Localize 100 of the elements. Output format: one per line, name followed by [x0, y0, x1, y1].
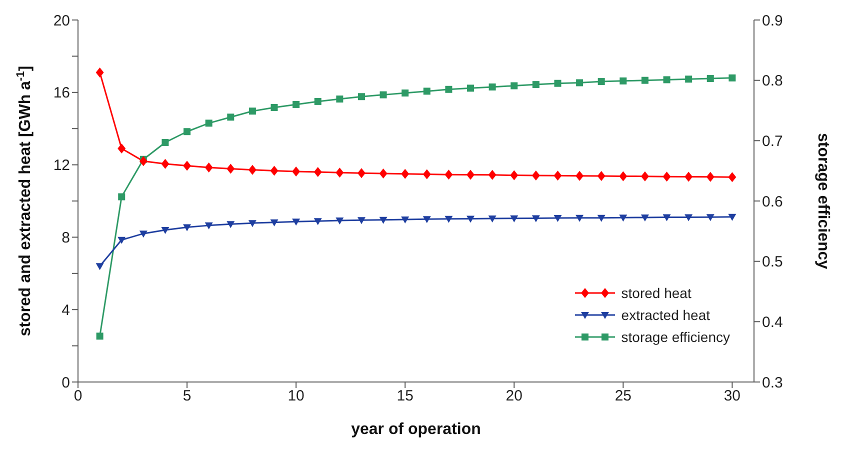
point — [706, 172, 714, 182]
point — [532, 215, 540, 222]
point — [510, 170, 518, 180]
point — [554, 170, 562, 181]
point — [728, 74, 736, 82]
x-axis-title: year of operation — [351, 421, 481, 438]
point — [488, 83, 496, 90]
point — [292, 100, 300, 108]
y2-tick-label: 0.6 — [762, 193, 783, 210]
point — [598, 78, 605, 86]
legend-label: storage efficiency — [621, 329, 730, 345]
point — [488, 170, 496, 180]
point — [641, 76, 648, 84]
point — [118, 193, 126, 200]
point — [161, 226, 170, 234]
point — [554, 80, 562, 87]
point — [663, 76, 670, 84]
point — [226, 164, 235, 174]
point — [445, 86, 452, 93]
point — [510, 82, 518, 90]
point — [597, 171, 606, 182]
point — [423, 88, 430, 95]
point — [467, 84, 474, 92]
point — [248, 164, 256, 175]
point — [358, 93, 365, 100]
point — [401, 216, 410, 224]
point — [162, 138, 169, 146]
point — [204, 162, 213, 173]
x-tick-label: 15 — [396, 388, 414, 405]
point — [706, 214, 714, 222]
point — [466, 216, 475, 223]
point — [422, 216, 431, 224]
x-tick-label: 30 — [724, 388, 741, 405]
point — [466, 170, 475, 180]
point — [139, 156, 148, 166]
point — [205, 120, 212, 127]
y2-tick-label: 0.4 — [762, 314, 783, 331]
x-tick-label: 5 — [182, 388, 192, 405]
y-tick-label: 0 — [62, 374, 70, 392]
point — [204, 222, 213, 230]
point — [402, 90, 409, 97]
point — [684, 172, 693, 182]
x-tick-label: 25 — [614, 388, 632, 405]
x-tick-label: 20 — [506, 388, 522, 405]
point — [96, 67, 104, 78]
point — [576, 170, 584, 181]
point — [270, 219, 278, 226]
point — [226, 221, 235, 228]
point — [640, 171, 649, 182]
y2-tick-label: 0.8 — [762, 72, 783, 90]
y2-axis-title: storage efficiency — [814, 132, 832, 270]
point — [336, 96, 344, 103]
point — [728, 214, 736, 221]
y2-tick-label: 0.5 — [762, 254, 783, 271]
point — [227, 114, 234, 121]
point — [139, 230, 148, 238]
point — [183, 224, 192, 232]
point — [118, 236, 126, 244]
point — [183, 160, 192, 171]
point — [684, 214, 693, 222]
y-tick-label: 4 — [62, 302, 70, 319]
point — [554, 215, 562, 222]
y-tick-label: 8 — [62, 230, 70, 247]
point — [314, 167, 322, 178]
point — [444, 170, 453, 180]
y2-tick-label: 0.7 — [762, 132, 783, 150]
y2-tick-label: 0.3 — [762, 374, 783, 392]
point — [380, 91, 387, 98]
point — [379, 168, 388, 178]
point — [379, 216, 388, 224]
point — [184, 128, 191, 136]
point — [597, 214, 606, 222]
point — [248, 220, 256, 228]
point — [576, 214, 584, 222]
point — [576, 79, 584, 86]
x-tick-label: 10 — [288, 388, 304, 405]
point — [270, 104, 278, 111]
point — [619, 214, 628, 222]
point — [118, 144, 126, 154]
point — [401, 168, 410, 179]
point — [292, 218, 300, 226]
legend-label: stored heat — [621, 285, 692, 301]
point — [685, 76, 692, 83]
y-tick-label: 12 — [53, 157, 70, 174]
point — [96, 332, 104, 340]
point — [706, 75, 714, 82]
point — [510, 215, 518, 222]
point — [422, 169, 431, 180]
point — [640, 214, 649, 222]
point — [96, 263, 104, 270]
point — [292, 166, 300, 176]
point — [270, 166, 278, 176]
point — [314, 98, 322, 105]
point — [161, 158, 170, 169]
point — [728, 172, 736, 182]
point — [357, 168, 366, 178]
point — [444, 216, 453, 223]
y-tick-label: 16 — [53, 84, 70, 102]
y2-tick-label: 0.9 — [762, 12, 783, 30]
point — [336, 168, 344, 178]
